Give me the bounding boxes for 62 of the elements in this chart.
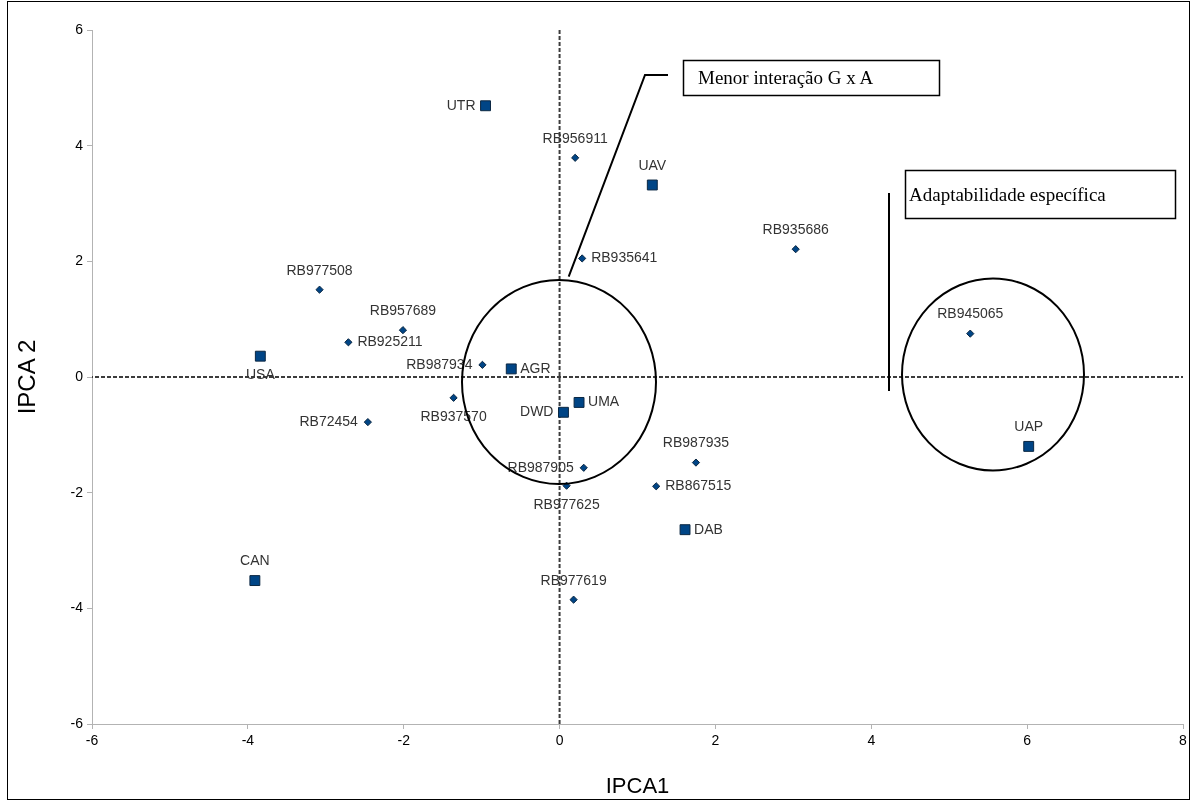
annotation: RB945065: [937, 305, 1004, 322]
x-tick-label: 4: [867, 732, 876, 749]
point: [449, 393, 458, 402]
annotation: DAB: [694, 520, 723, 537]
annotation: RB72454: [299, 412, 359, 429]
y-tick-label: -2: [70, 483, 84, 500]
point: [254, 350, 266, 362]
y-tick-label: -6: [70, 714, 84, 731]
annotation: RB987935: [662, 434, 730, 451]
annotation: DWD: [520, 403, 554, 420]
annotation: Menor interação G x A: [698, 67, 874, 88]
annotation: RB956911: [542, 129, 608, 146]
point: [480, 100, 491, 112]
annotation: UAV: [638, 156, 667, 173]
point: [691, 458, 701, 467]
point: [573, 397, 585, 408]
x-tick-label: 0: [555, 732, 564, 749]
y-tick-label: -4: [70, 599, 84, 616]
point: [398, 326, 408, 335]
point: [679, 524, 691, 536]
annotation: RB957689: [369, 302, 437, 319]
annotation: RB977619: [540, 571, 607, 588]
point: [569, 595, 578, 604]
annotation: RB977508: [286, 261, 353, 278]
point: [652, 482, 661, 491]
y-axis-title: IPCA 2: [13, 339, 41, 415]
point: [791, 245, 800, 254]
x-tick-label: -2: [397, 732, 411, 749]
point: [1023, 440, 1035, 452]
annotation: RB987905: [507, 458, 574, 475]
annotation: RB935686: [762, 221, 829, 238]
annotation: UAP: [1014, 418, 1044, 435]
y-tick-label: 4: [75, 136, 84, 153]
annotation: RB977625: [533, 495, 600, 512]
annotation: Adaptabilidade específica: [909, 183, 1106, 205]
point: [363, 418, 372, 427]
y-tick-label: 0: [75, 367, 84, 384]
x-tick-label: -4: [241, 732, 255, 749]
point: [249, 575, 261, 587]
annotation: UTR: [446, 96, 476, 113]
point: [646, 179, 658, 191]
point: [579, 463, 588, 472]
x-tick-label: 6: [1023, 732, 1032, 749]
annotation: UMA: [588, 393, 620, 410]
point: [478, 360, 487, 369]
point: [505, 363, 517, 375]
annotation: CAN: [240, 552, 270, 569]
annotation: RB867515: [665, 477, 732, 494]
x-tick-label: 8: [1179, 732, 1188, 749]
point: [344, 338, 353, 347]
annotation: RB925211: [357, 333, 423, 350]
annotation: RB935641: [591, 249, 658, 266]
y-tick-label: 6: [75, 20, 84, 37]
x-axis-title: IPCA1: [605, 772, 670, 798]
point: [571, 153, 580, 162]
point: [578, 254, 587, 263]
annotation: AGR: [520, 359, 551, 376]
point: [558, 406, 569, 418]
point: [966, 329, 975, 338]
x-tick-label: 2: [711, 732, 720, 749]
y-tick-label: 2: [75, 252, 84, 269]
point: [315, 285, 324, 294]
